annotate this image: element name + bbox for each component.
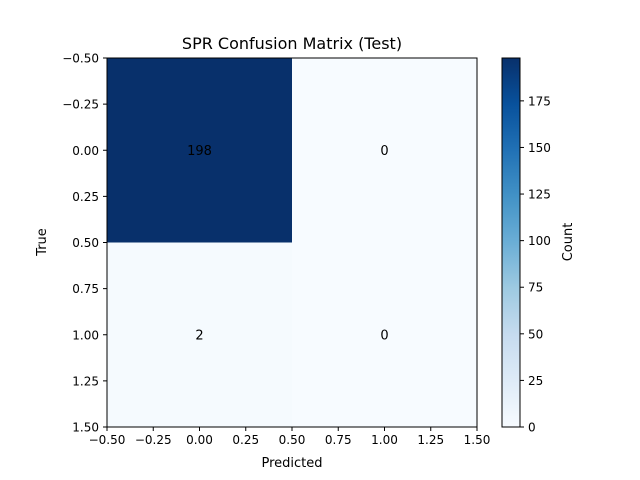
cell-value-label: 0 — [380, 328, 388, 343]
y-tick-label: 1.50 — [72, 421, 99, 435]
y-tick-label: −0.25 — [62, 98, 99, 112]
x-axis: −0.50 −0.25 0.00 0.25 0.50 0.75 1.00 1.25 1.50 — [89, 427, 491, 447]
y-tick-label: 0.25 — [72, 190, 99, 204]
heatmap-cells — [107, 58, 477, 427]
colorbar-tick-label: 175 — [528, 94, 551, 108]
x-tick-label: 0.00 — [186, 433, 213, 447]
y-tick-label: 1.25 — [72, 374, 99, 388]
colorbar-tick-label: 150 — [528, 141, 551, 155]
x-tick-label: 0.25 — [232, 433, 259, 447]
x-tick-label: −0.25 — [135, 433, 172, 447]
x-tick-label: 1.25 — [417, 433, 444, 447]
chart-title: SPR Confusion Matrix (Test) — [182, 34, 402, 53]
y-axis-label: True — [35, 228, 50, 257]
colorbar-tick-label: 25 — [528, 374, 543, 388]
x-tick-label: 1.00 — [371, 433, 398, 447]
x-tick-label: −0.50 — [89, 433, 126, 447]
y-tick-label: 0.75 — [72, 282, 99, 296]
x-tick-label: 0.75 — [325, 433, 352, 447]
colorbar-tick-label: 125 — [528, 188, 551, 202]
cell-value-label: 2 — [195, 328, 203, 343]
x-axis-label: Predicted — [261, 456, 322, 471]
y-tick-label: 0.00 — [72, 144, 99, 158]
y-axis: −0.50 −0.25 0.00 0.25 0.50 0.75 1.00 1.25 1.50 — [62, 52, 107, 435]
colorbar-label: Count — [561, 223, 576, 262]
colorbar-tick-label: 100 — [528, 234, 551, 248]
y-tick-label: 1.00 — [72, 328, 99, 342]
colorbar-tick-label: 75 — [528, 281, 543, 295]
colorbar-tick-label: 50 — [528, 327, 543, 341]
x-tick-label: 0.50 — [279, 433, 306, 447]
x-tick-label: 1.50 — [464, 433, 491, 447]
y-tick-label: −0.50 — [62, 52, 99, 66]
cell-value-label: 0 — [380, 144, 388, 159]
y-tick-label: 0.50 — [72, 236, 99, 250]
cell-value-label: 198 — [187, 144, 212, 159]
colorbar-tick-label: 0 — [528, 421, 536, 435]
colorbar — [502, 58, 520, 427]
colorbar-axis: 0 25 50 75 100 125 150 175 — [520, 94, 551, 434]
